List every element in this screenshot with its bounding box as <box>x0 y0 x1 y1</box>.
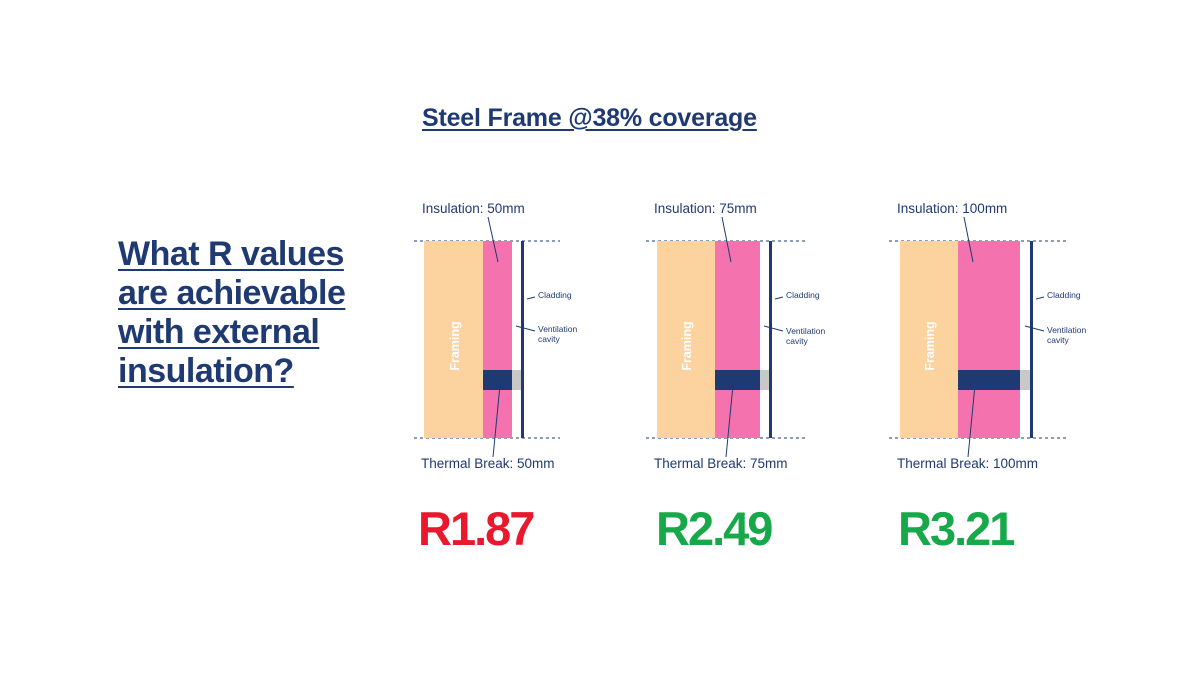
r-value: R2.49 <box>656 502 772 555</box>
cladding-label: Cladding <box>786 290 820 300</box>
wall-section-panel-3: Insulation: 100mm Framing Cladding Venti… <box>889 201 1086 555</box>
framing-block <box>900 241 958 438</box>
insulation-layer <box>715 241 760 438</box>
insulation-label: Insulation: 75mm <box>654 201 757 216</box>
ventilation-label: Ventilation <box>786 326 825 336</box>
thermal-break-pointer <box>725 384 734 458</box>
cavity-gap <box>1020 370 1030 390</box>
r-value: R3.21 <box>898 502 1014 555</box>
insulation-label: Insulation: 100mm <box>897 201 1007 216</box>
question-heading: What R values are achievable with extern… <box>118 235 346 390</box>
insulation-pointer <box>721 216 732 263</box>
cladding-line <box>769 241 772 438</box>
insulation-layer <box>483 241 512 438</box>
framing-label: Framing <box>923 321 937 370</box>
cavity-label: cavity <box>538 334 560 344</box>
cavity-gap <box>512 370 521 390</box>
thermal-break-label: Thermal Break: 50mm <box>421 456 555 471</box>
thermal-break-pointer <box>967 384 976 458</box>
framing-block <box>424 241 483 438</box>
cladding-pointer <box>774 296 784 300</box>
ventilation-label: Ventilation <box>538 324 577 334</box>
cavity-gap <box>760 370 769 390</box>
insulation-label: Insulation: 50mm <box>422 201 525 216</box>
framing-block <box>657 241 715 438</box>
cladding-line <box>1030 241 1033 438</box>
wall-section-panel-2: Insulation: 75mm Framing Cladding Ventil… <box>646 201 825 555</box>
thermal-break-label: Thermal Break: 100mm <box>897 456 1038 471</box>
cavity-label: cavity <box>1047 335 1069 345</box>
framing-label: Framing <box>448 321 462 370</box>
thermal-break <box>715 370 760 390</box>
insulation-pointer <box>487 216 499 263</box>
cladding-label: Cladding <box>1047 290 1081 300</box>
thermal-break <box>483 370 512 390</box>
cladding-label: Cladding <box>538 290 572 300</box>
page-title: Steel Frame @38% coverage <box>422 104 757 132</box>
insulation-layer <box>958 241 1020 438</box>
cladding-line <box>521 241 524 438</box>
thermal-break-pointer <box>492 384 501 458</box>
r-value: R1.87 <box>418 502 534 555</box>
cladding-pointer <box>526 296 536 300</box>
ventilation-pointer <box>763 325 784 332</box>
insulation-pointer <box>963 216 974 263</box>
ventilation-label: Ventilation <box>1047 325 1086 335</box>
cladding-pointer <box>1035 296 1045 300</box>
wall-section-panel-1: Insulation: 50mm Framing Cladding Ventil… <box>414 201 577 555</box>
ventilation-pointer <box>515 325 536 332</box>
ventilation-pointer <box>1024 325 1045 332</box>
framing-label: Framing <box>680 321 694 370</box>
thermal-break <box>958 370 1020 390</box>
thermal-break-label: Thermal Break: 75mm <box>654 456 788 471</box>
cavity-label: cavity <box>786 336 808 346</box>
